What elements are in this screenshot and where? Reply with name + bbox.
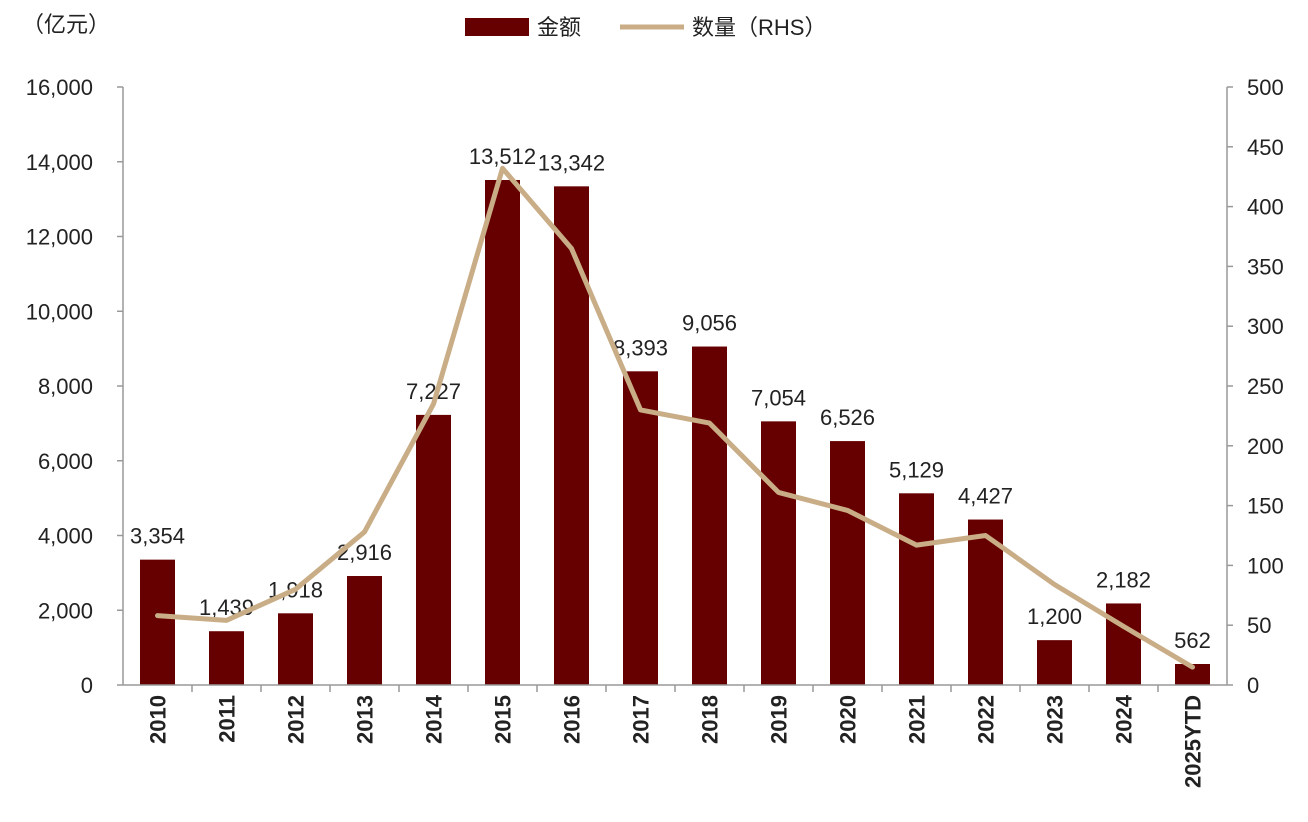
bar-amount-2022 (968, 519, 1003, 685)
right-tick-label: 150 (1247, 494, 1284, 519)
x-tick-label: 2024 (1112, 694, 1137, 744)
bar-value-label: 2,916 (337, 540, 392, 565)
bar-amount-2023 (1037, 640, 1072, 685)
bar-value-label: 13,512 (469, 144, 536, 169)
x-tick-label: 2021 (905, 695, 930, 744)
line-point-count-2015 (502, 167, 503, 169)
right-tick-label: 100 (1247, 553, 1284, 578)
left-tick-label: 4,000 (38, 524, 93, 549)
right-tick-label: 0 (1247, 673, 1259, 698)
bar-amount-2021 (899, 493, 934, 685)
bar-amount-2010 (140, 559, 175, 685)
left-tick-label: 14,000 (26, 150, 93, 175)
right-tick-label: 450 (1247, 135, 1284, 160)
bar-series-amount (140, 179, 1210, 685)
x-tick-label: 2016 (560, 695, 585, 744)
line-point-count-2016 (571, 247, 572, 249)
bar-value-label: 9,056 (682, 311, 737, 336)
line-point-count-2012 (295, 588, 296, 590)
bar-value-label: 1,439 (199, 595, 254, 620)
line-count (155, 165, 1195, 670)
line-point-count-2021 (916, 544, 917, 546)
x-tick-label: 2012 (284, 695, 309, 744)
line-point-count-2013 (364, 531, 365, 533)
bar-amount-2011 (209, 631, 244, 685)
bar-value-label: 13,342 (538, 150, 605, 175)
line-series-count (155, 165, 1195, 670)
left-tick-label: 2,000 (38, 598, 93, 623)
right-tick-label: 50 (1247, 613, 1271, 638)
left-tick-label: 16,000 (26, 75, 93, 100)
x-tick-label: 2025YTD (1181, 695, 1206, 788)
legend: 金额 数量（RHS） (465, 15, 826, 40)
line-point-count-2020 (847, 509, 848, 511)
x-tick-label: 2019 (767, 695, 792, 744)
bar-amount-2016 (554, 186, 589, 685)
right-tick-label: 350 (1247, 254, 1284, 279)
left-tick-label: 0 (81, 673, 93, 698)
bar-value-label: 3,354 (130, 524, 185, 549)
bar-value-label: 2,182 (1096, 567, 1151, 592)
legend-swatch-amount (465, 18, 529, 36)
line-point-count-2018 (709, 422, 710, 424)
bar-amount-2013 (347, 576, 382, 685)
bar-value-label: 6,526 (820, 405, 875, 430)
bar-amount-2025YTD (1175, 663, 1210, 685)
line-point-count-2025YTD (1192, 666, 1193, 668)
bar-value-label: 8,393 (613, 335, 668, 360)
right-tick-label: 500 (1247, 75, 1284, 100)
right-tick-label: 400 (1247, 195, 1284, 220)
left-tick-label: 12,000 (26, 225, 93, 250)
line-point-count-2024 (1123, 625, 1124, 627)
line-point-count-2017 (640, 409, 641, 411)
x-tick-label: 2015 (491, 695, 516, 744)
x-axis-labels: 2010 2011 2012 2013 2014 2015 2016 2017 2018 2019… (146, 694, 1206, 788)
line-point-count-2011 (226, 619, 227, 621)
bar-amount-2018 (692, 346, 727, 685)
left-axis-ticks: 0 2,000 4,000 6,000 8,000 10,000 12,000 14,000 1… (26, 75, 123, 698)
bar-value-label: 4,427 (958, 484, 1013, 509)
left-tick-label: 6,000 (38, 449, 93, 474)
line-point-count-2010 (157, 615, 158, 617)
x-tick-label: 2018 (698, 695, 723, 744)
bar-amount-2019 (761, 421, 796, 685)
left-tick-label: 10,000 (26, 299, 93, 324)
bar-amount-2015 (485, 179, 520, 685)
bar-value-label: 7,054 (751, 385, 806, 410)
x-tick-label: 2020 (836, 695, 861, 744)
bar-value-label: 1,200 (1027, 604, 1082, 629)
bar-amount-2014 (416, 414, 451, 685)
bar-amount-2020 (830, 441, 865, 685)
bar-value-label: 562 (1174, 628, 1211, 653)
line-point-count-2019 (778, 491, 779, 493)
legend-label-amount: 金额 (537, 15, 581, 40)
right-tick-label: 300 (1247, 314, 1284, 339)
bar-amount-2012 (278, 613, 313, 685)
y-axis-unit-label: （亿元） (22, 12, 110, 37)
right-axis-ticks: 0 50 100 150 200 250 300 350 400 450 500 (1227, 75, 1284, 698)
bar-amount-2024 (1106, 603, 1141, 685)
bar-value-label: 5,129 (889, 457, 944, 482)
right-tick-label: 250 (1247, 374, 1284, 399)
right-tick-label: 200 (1247, 434, 1284, 459)
x-tick-label: 2014 (422, 694, 447, 744)
x-tick-label: 2011 (215, 695, 240, 743)
x-tick-label: 2013 (353, 695, 378, 744)
x-tick-label: 2023 (1043, 695, 1068, 744)
x-tick-label: 2010 (146, 695, 171, 744)
bar-amount-2017 (623, 371, 658, 685)
line-point-count-2022 (985, 535, 986, 536)
line-point-count-2023 (1054, 584, 1055, 586)
line-point-count-2014 (433, 403, 434, 405)
x-tick-label: 2022 (974, 695, 999, 744)
x-tick-label: 2017 (629, 695, 654, 744)
left-tick-label: 8,000 (38, 374, 93, 399)
legend-label-count: 数量（RHS） (692, 15, 826, 40)
